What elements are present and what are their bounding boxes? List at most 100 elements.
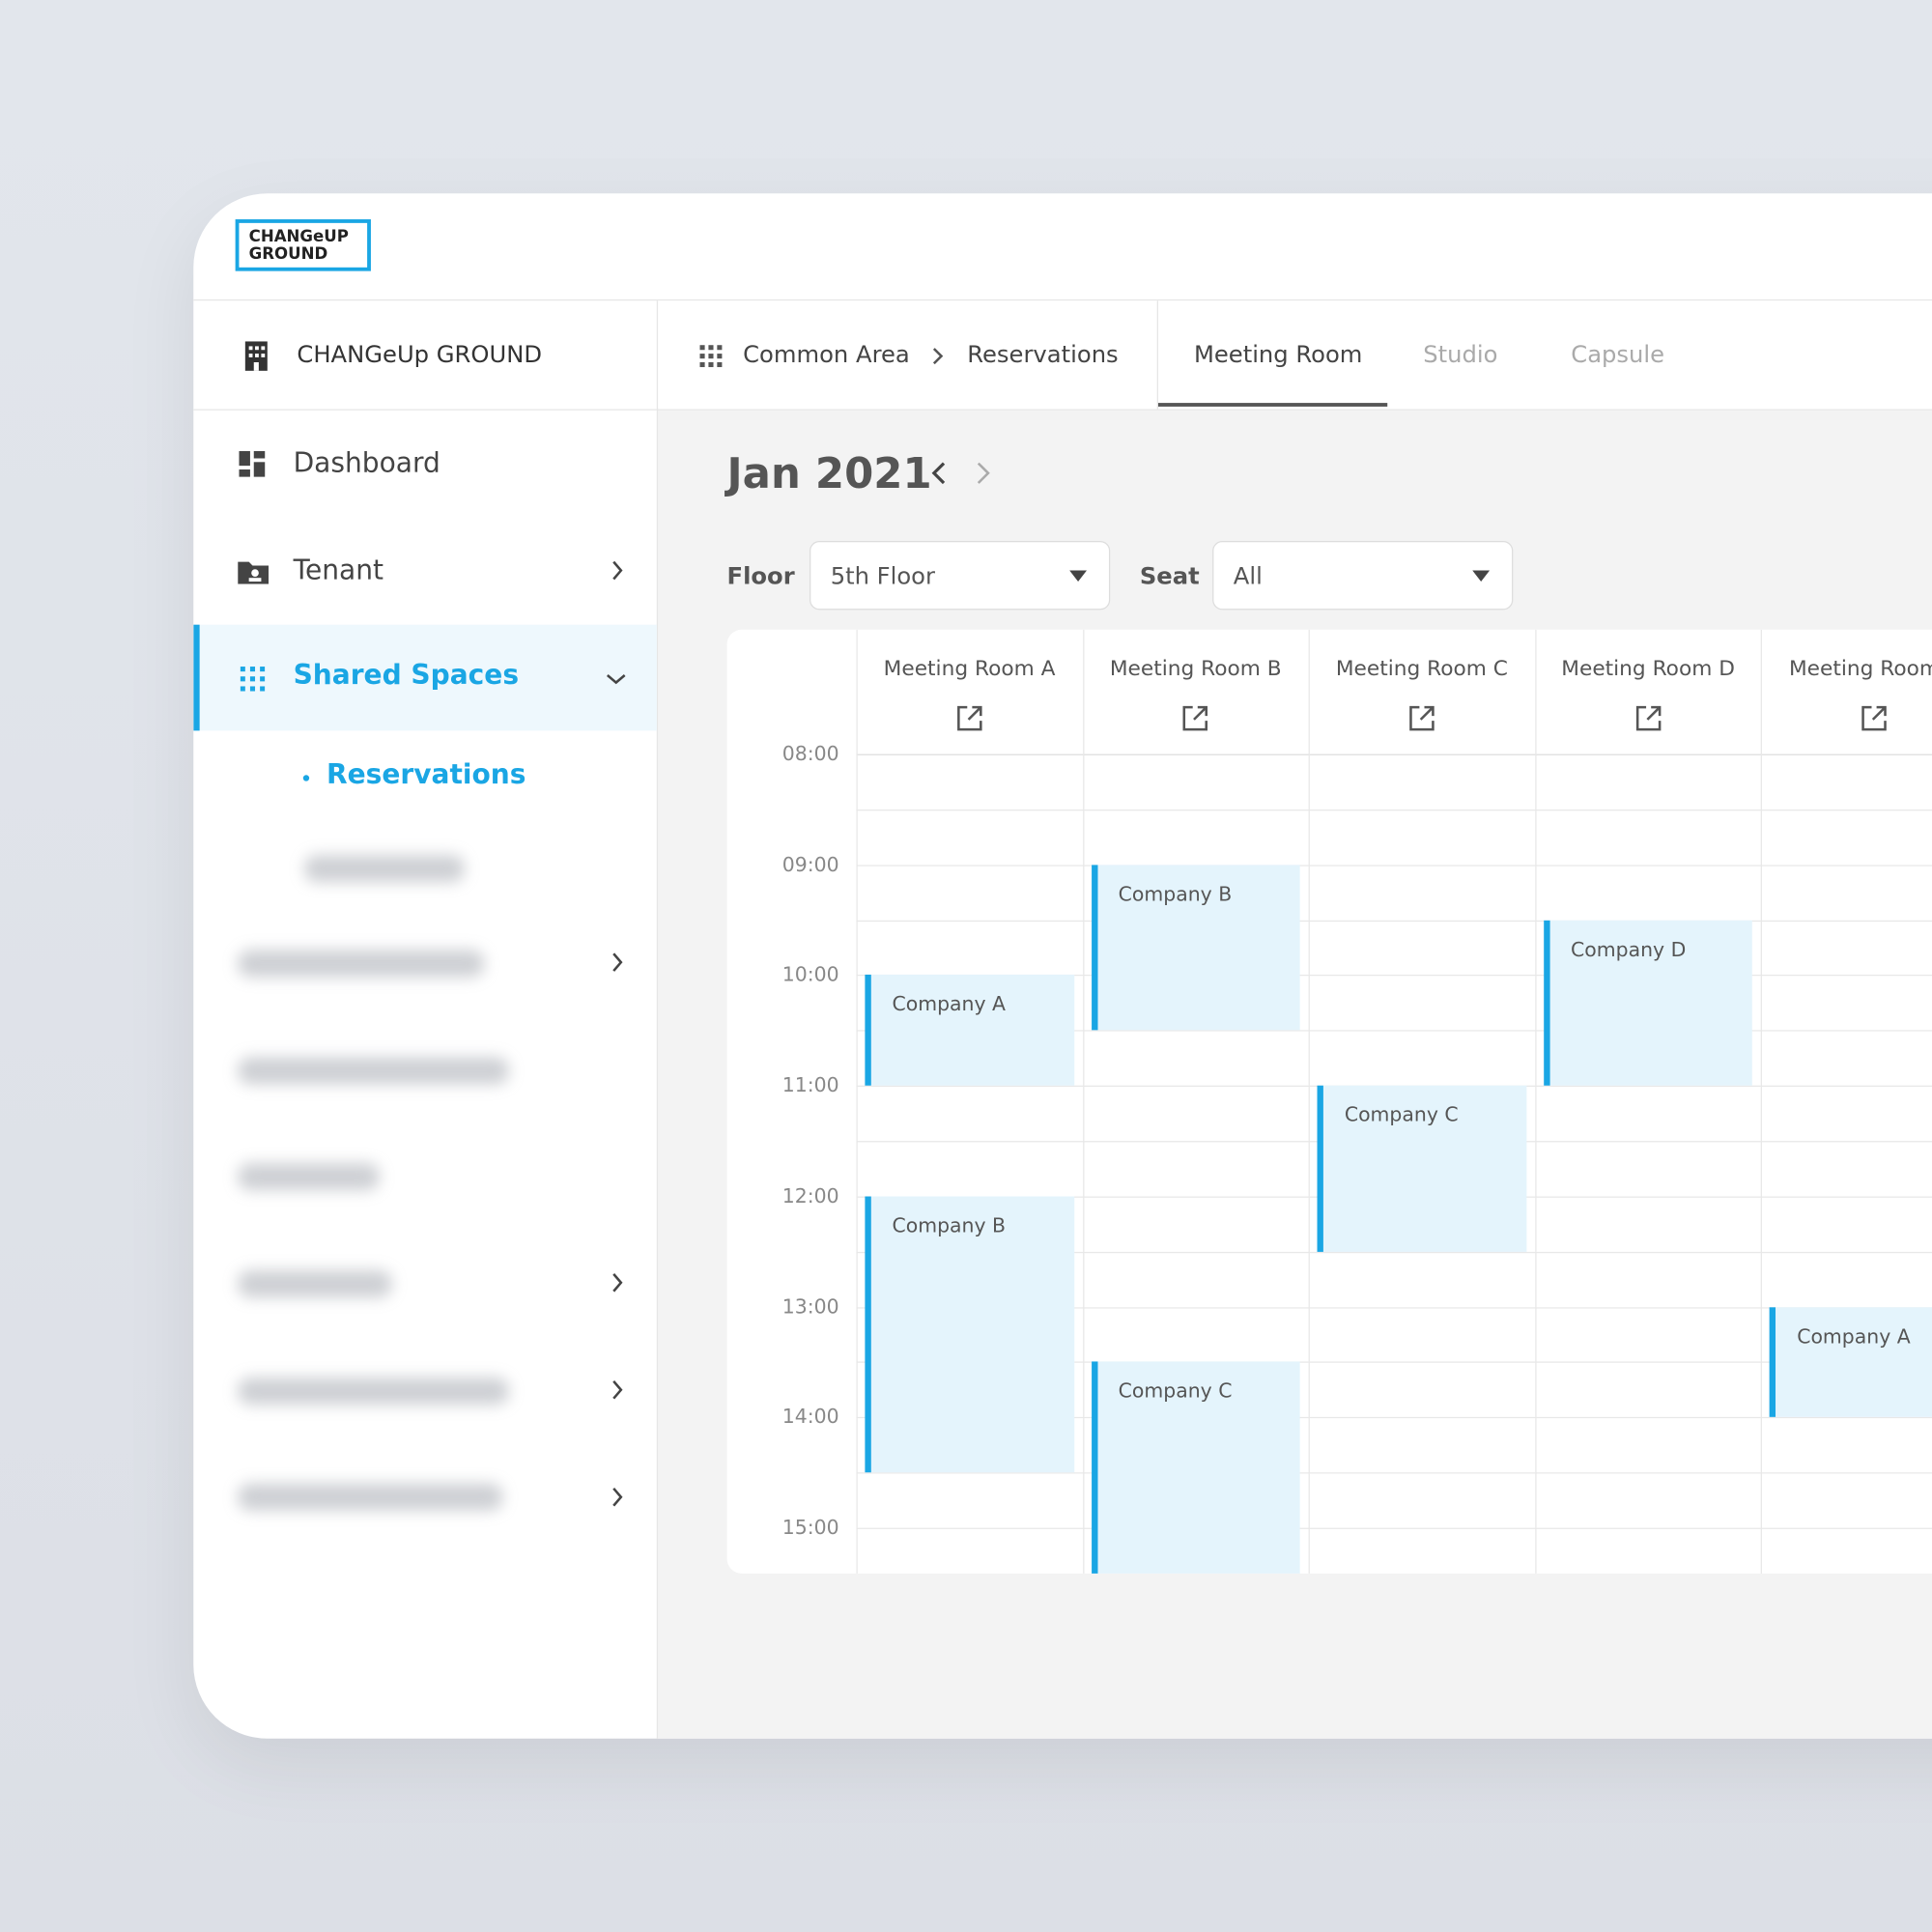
chevron	[612, 1380, 623, 1400]
time-label: 12:00	[781, 1183, 839, 1208]
column-line	[1308, 629, 1311, 1574]
tab-active[interactable]: Meeting Room	[1193, 341, 1363, 369]
workspace-name: CHANGeUp GROUND	[297, 341, 543, 369]
grid-line	[856, 1472, 1932, 1474]
reservation-label: Company A	[892, 992, 1007, 1016]
grid-icon	[240, 667, 266, 692]
room-name[interactable]: Meeting Room B	[1109, 656, 1282, 682]
tab[interactable]: Capsule	[1571, 341, 1665, 369]
time-label: 15:00	[781, 1515, 839, 1539]
dashboard-icon	[239, 450, 266, 477]
caret	[1069, 570, 1087, 582]
chevron	[606, 674, 626, 685]
reservation-label: Company D	[1571, 937, 1687, 961]
blurred-item	[304, 855, 465, 883]
reservation-label: Company A	[1797, 1323, 1911, 1348]
reservation[interactable]: Company B	[1091, 865, 1300, 1031]
reservation[interactable]: Company B	[865, 1196, 1074, 1473]
blurred-item	[238, 1270, 392, 1298]
chevron	[932, 348, 944, 365]
divider	[193, 409, 657, 411]
header-line	[856, 753, 1932, 755]
reservation-label: Company C	[1344, 1102, 1459, 1126]
open-link-icon[interactable]	[1407, 703, 1437, 733]
chevron	[612, 952, 623, 972]
blurred-item	[238, 1057, 509, 1085]
grid-line	[856, 975, 1932, 977]
blurred-item	[238, 1483, 503, 1511]
chevron	[612, 1273, 623, 1293]
open-link-icon[interactable]	[1180, 703, 1210, 733]
column-line	[1761, 629, 1763, 1574]
prev-button[interactable]	[930, 460, 948, 487]
grid-icon	[699, 345, 723, 368]
bullet	[302, 775, 310, 781]
grid-line	[856, 865, 1932, 867]
next-button[interactable]	[975, 460, 992, 487]
breadcrumb[interactable]: Reservations	[967, 341, 1119, 369]
header-bar	[656, 300, 1932, 411]
reservation[interactable]: Company C	[1091, 1361, 1300, 1574]
open-link-icon[interactable]	[1860, 703, 1889, 733]
building-icon	[244, 341, 268, 371]
nav-active-bar	[193, 624, 200, 731]
grid-line	[856, 1306, 1932, 1308]
time-label: 11:00	[781, 1073, 839, 1097]
grid-line	[856, 1361, 1932, 1364]
time-label: 14:00	[781, 1405, 839, 1429]
floor-select[interactable]: 5th Floor	[810, 540, 1111, 611]
grid-line	[856, 1417, 1932, 1419]
nav-item-active[interactable]: Shared Spaces	[293, 660, 520, 692]
room-name[interactable]: Meeting Room E	[1788, 656, 1932, 682]
logo[interactable]: CHANGeUP GROUND	[235, 219, 371, 271]
column-line	[856, 629, 858, 1574]
reservation[interactable]: Company D	[1543, 920, 1753, 1086]
divider	[1156, 300, 1158, 410]
nav-item[interactable]: Tenant	[293, 555, 384, 587]
tab[interactable]: Studio	[1423, 341, 1498, 369]
grid-line	[856, 1527, 1932, 1529]
logo-text: GROUND	[248, 244, 328, 264]
grid-line	[856, 920, 1932, 922]
select-value: 5th Floor	[830, 562, 935, 590]
time-label: 08:00	[781, 741, 839, 766]
column-line	[1082, 629, 1084, 1574]
time-label: 13:00	[781, 1293, 839, 1319]
divider	[193, 298, 1932, 301]
open-link-icon[interactable]	[1634, 703, 1663, 733]
blurred-item	[238, 950, 485, 978]
chevron	[612, 560, 623, 581]
chevron	[612, 1487, 623, 1507]
reservation-label: Company B	[1118, 881, 1233, 906]
reservation-label: Company B	[892, 1213, 1007, 1237]
reservation[interactable]: Company C	[1317, 1085, 1527, 1252]
room-name[interactable]: Meeting Room C	[1335, 656, 1508, 682]
nav-item[interactable]: Dashboard	[293, 448, 440, 480]
sub-nav-active[interactable]: Reservations	[327, 759, 526, 791]
time-label: 10:00	[781, 962, 839, 986]
column-line	[1535, 629, 1537, 1574]
caret	[1472, 570, 1491, 582]
open-link-icon[interactable]	[954, 703, 984, 733]
time-label: 09:00	[781, 852, 839, 876]
folder-icon	[238, 561, 270, 584]
calendar: 08:00 09:00 10:00 11:00 12:00 13:00 14:00 15:00…	[726, 629, 1932, 1574]
tab-underline	[1157, 403, 1388, 407]
select-value: All	[1233, 562, 1263, 590]
reservation[interactable]: Company A	[1770, 1306, 1932, 1418]
app-window: CHANGeUP GROUND CHANGeUp GROUND Common A…	[193, 193, 1932, 1739]
divider	[656, 300, 659, 1739]
blurred-item	[238, 1378, 509, 1406]
grid-line	[856, 1251, 1932, 1253]
reservation[interactable]: Company A	[865, 975, 1074, 1086]
grid-line	[856, 1030, 1932, 1032]
blurred-item	[238, 1163, 380, 1191]
seat-select[interactable]: All	[1212, 540, 1514, 611]
reservation-label: Company C	[1118, 1378, 1233, 1403]
breadcrumb[interactable]: Common Area	[743, 341, 910, 369]
month-title: Jan 2021	[726, 449, 932, 499]
room-name[interactable]: Meeting Room D	[1561, 656, 1735, 682]
room-name[interactable]: Meeting Room A	[883, 656, 1056, 682]
